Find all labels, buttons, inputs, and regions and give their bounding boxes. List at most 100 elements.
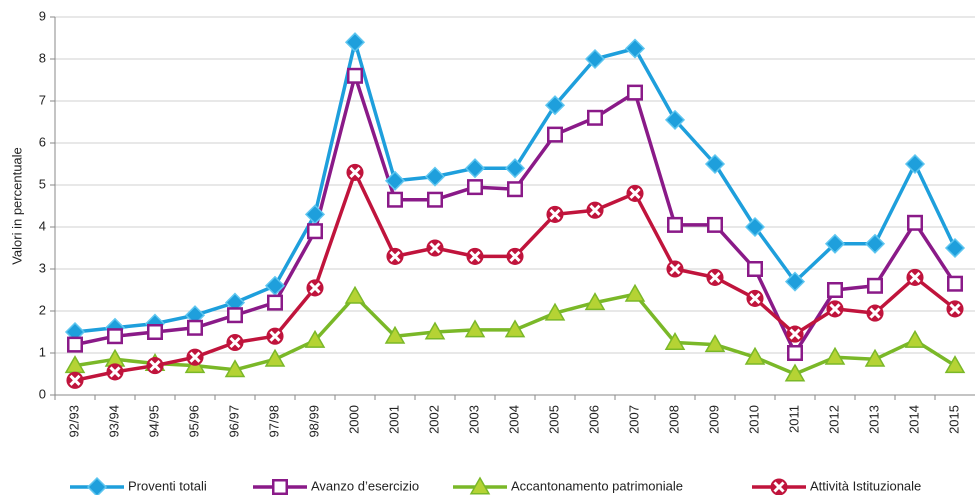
marker-cross [629, 187, 641, 199]
marker [947, 275, 963, 292]
x-tick-label: 2000 [346, 405, 361, 434]
legend-label: Attività Istituzionale [810, 478, 921, 493]
marker [584, 292, 606, 311]
y-tick-label: 8 [39, 50, 46, 65]
marker-cross [109, 366, 121, 378]
marker [704, 334, 726, 353]
marker-cross [389, 250, 401, 262]
marker [187, 319, 203, 336]
x-tick-label: 92/93 [66, 405, 81, 438]
marker [544, 95, 566, 116]
marker-cross [229, 336, 241, 349]
marker [627, 84, 643, 101]
marker [267, 294, 283, 311]
marker-cross [69, 374, 81, 386]
marker [426, 239, 444, 257]
marker [544, 302, 566, 321]
marker [344, 32, 366, 53]
marker [86, 476, 108, 495]
marker [506, 247, 524, 265]
marker-cross [469, 250, 481, 262]
marker [546, 205, 564, 223]
marker [827, 282, 843, 298]
marker [466, 247, 484, 265]
marker [386, 247, 404, 265]
x-tick-label: 2002 [426, 405, 441, 434]
x-tick-label: 2010 [746, 405, 761, 434]
marker [106, 363, 124, 381]
x-tick-label: 2003 [466, 405, 481, 434]
marker-cross [709, 271, 721, 283]
x-tick-label: 93/94 [106, 405, 121, 438]
marker [467, 179, 483, 196]
marker-cross [773, 481, 785, 493]
marker-cross [749, 292, 761, 304]
x-tick-label: 2015 [946, 405, 961, 434]
marker-cross [509, 250, 521, 262]
marker [147, 324, 163, 340]
marker-cross [789, 328, 801, 340]
y-tick-label: 9 [39, 8, 46, 23]
marker [904, 329, 926, 348]
marker [784, 271, 806, 292]
marker [384, 170, 406, 191]
marker-cross [349, 166, 361, 178]
marker-cross [909, 271, 921, 283]
x-tick-label: 97/98 [266, 405, 281, 438]
x-tick-label: 2011 [786, 405, 801, 433]
marker [624, 283, 646, 302]
series-line [74, 170, 957, 383]
marker [866, 304, 884, 322]
x-tick-label: 2008 [666, 405, 681, 434]
marker [186, 348, 204, 366]
x-tick-label: 2009 [706, 405, 721, 434]
x-tick-label: 95/96 [186, 405, 201, 438]
x-tick-label: 2006 [586, 405, 601, 434]
y-tick-label: 4 [39, 218, 46, 233]
marker-cross [549, 208, 561, 220]
marker [464, 319, 486, 338]
marker [424, 166, 446, 187]
marker [747, 261, 763, 277]
marker-cross [149, 360, 161, 372]
marker [226, 333, 244, 352]
x-tick-label: 2013 [866, 405, 881, 434]
marker [664, 109, 686, 130]
marker [66, 371, 84, 389]
x-tick-label: 2007 [626, 405, 641, 434]
marker [744, 216, 766, 238]
marker-cross [949, 303, 961, 315]
y-tick-label: 1 [39, 344, 46, 359]
y-axis-label: Valori in percentuale [9, 147, 24, 265]
y-tick-label: 3 [39, 260, 46, 275]
marker [107, 328, 123, 345]
marker [507, 181, 523, 198]
marker [944, 355, 966, 374]
marker [146, 357, 164, 375]
marker [344, 285, 366, 304]
marker [906, 268, 924, 286]
legend-label: Proventi totali [128, 478, 207, 493]
marker [469, 476, 491, 495]
y-tick-label: 0 [39, 386, 46, 401]
marker [667, 216, 683, 233]
marker [824, 233, 846, 254]
marker-cross [429, 242, 441, 254]
marker-cross [309, 282, 321, 294]
x-tick-label: 98/99 [306, 405, 321, 438]
marker [464, 158, 486, 179]
marker-cross [589, 204, 601, 216]
marker [306, 279, 324, 297]
marker [704, 153, 726, 175]
marker [584, 48, 606, 70]
marker [864, 348, 886, 367]
marker [272, 479, 288, 495]
marker [786, 325, 804, 343]
marker [304, 329, 326, 348]
marker-cross [669, 263, 681, 275]
y-tick-label: 6 [39, 134, 46, 149]
y-tick-label: 7 [39, 92, 46, 107]
marker [946, 300, 964, 318]
marker [347, 67, 363, 84]
marker [387, 191, 403, 208]
